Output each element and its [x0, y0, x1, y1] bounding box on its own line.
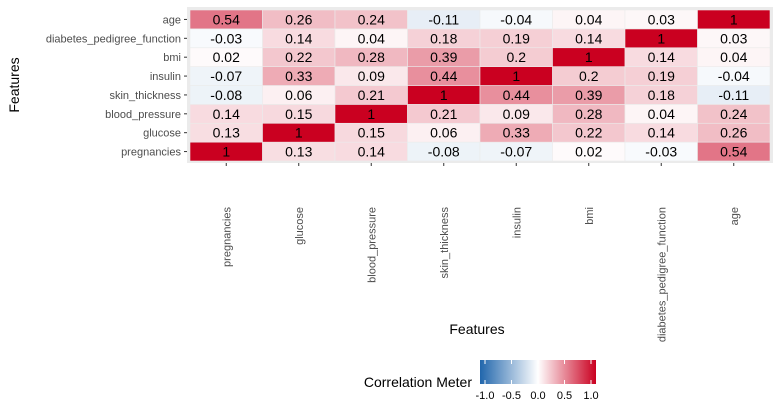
x-tick-label: glucose [294, 207, 306, 245]
legend-ticks: -1.0 -0.5 0.0 0.5 1.0 [476, 360, 599, 402]
y-tick-label: skin_thickness [109, 90, 181, 102]
cell-value-label: -0.04 [718, 68, 750, 84]
cell-value-label: 1 [440, 87, 448, 103]
cell-value-label: 0.15 [358, 125, 385, 141]
cell-value-label: 1 [295, 125, 303, 141]
cell-value-label: 0.22 [575, 125, 602, 141]
cell-value-label: 0.13 [213, 125, 240, 141]
y-axis-title: Features [6, 57, 22, 112]
cell-value-label: 0.44 [430, 68, 457, 84]
cell-value-label: 0.14 [285, 30, 312, 46]
legend-title: Correlation Meter [364, 374, 472, 390]
cell-value-label: 0.26 [285, 11, 312, 27]
cell-value-label: 0.28 [575, 106, 602, 122]
cell-value-label: 0.14 [648, 125, 675, 141]
x-tick-label: skin_thickness [439, 207, 451, 279]
cell-value-label: 0.06 [285, 87, 312, 103]
cell-value-label: 0.33 [503, 125, 530, 141]
x-tick-label: pregnancies [221, 207, 233, 267]
legend-tick-label: 0.0 [530, 390, 545, 402]
cell-value-label: 0.19 [648, 68, 675, 84]
cell-value-label: 0.21 [430, 106, 457, 122]
cell-value-label: 0.02 [213, 49, 240, 65]
x-axis-title: Features [449, 321, 504, 337]
cell-value-label: 0.04 [720, 49, 747, 65]
legend-tick-label: -1.0 [476, 390, 495, 402]
cell-value-label: 0.19 [503, 30, 530, 46]
cell-value-label: 1 [512, 68, 520, 84]
y-axis: pregnancies glucose blood_pressure skin_thi… [46, 14, 187, 159]
x-tick-label: blood_pressure [366, 207, 378, 283]
cell-value-label: 0.04 [358, 30, 385, 46]
legend-tick-label: 0.5 [557, 390, 572, 402]
cell-value-label: 0.18 [648, 87, 675, 103]
cell-value-label: 0.44 [503, 87, 530, 103]
cell-value-label: -0.11 [428, 11, 459, 27]
heatmap-cells [189, 9, 771, 162]
cell-value-label: 0.09 [503, 106, 530, 122]
cell-value-label: 0.39 [430, 49, 457, 65]
heatmap-cell [697, 9, 771, 30]
cell-value-label: 0.22 [285, 49, 312, 65]
cell-value-label: 0.06 [430, 125, 457, 141]
cell-value-label: -0.08 [428, 144, 460, 160]
cell-value-label: 0.04 [575, 11, 602, 27]
y-tick-label: glucose [143, 128, 181, 140]
cell-value-label: -0.04 [500, 11, 532, 27]
y-tick-label: bmi [163, 52, 181, 64]
cell-value-label: 0.02 [575, 144, 602, 160]
cell-value-label: -0.11 [718, 87, 749, 103]
cell-value-label: 0.2 [579, 68, 599, 84]
cell-value-label: -0.08 [210, 87, 242, 103]
cell-value-label: 1 [730, 11, 738, 27]
cell-value-label: 0.18 [430, 30, 457, 46]
y-tick-label: insulin [150, 71, 181, 83]
legend-tick-label: -0.5 [502, 390, 521, 402]
cell-value-label: 0.33 [285, 68, 312, 84]
y-tick-label: diabetes_pedigree_function [46, 33, 181, 45]
cell-value-label: 0.13 [285, 144, 312, 160]
x-tick-label: bmi [584, 207, 596, 225]
heatmap-cell-labels: 1 0.13 0.14 -0.08 -0.07 0.02 -0.03 0.54 0.13 1 0.1… [210, 11, 750, 159]
cell-value-label: 1 [585, 49, 593, 65]
cell-value-label: 1 [222, 144, 230, 160]
cell-value-label: 0.14 [575, 30, 602, 46]
cell-value-label: 0.54 [213, 11, 240, 27]
cell-value-label: 1 [367, 106, 375, 122]
cell-value-label: 0.03 [648, 11, 675, 27]
cell-value-label: 0.14 [358, 144, 385, 160]
cell-value-label: -0.03 [210, 30, 242, 46]
cell-value-label: 0.39 [575, 87, 602, 103]
cell-value-label: 0.09 [358, 68, 385, 84]
y-tick-label: pregnancies [121, 147, 181, 159]
cell-value-label: 0.28 [358, 49, 385, 65]
x-axis: pregnancies glucose blood_pressure skin_thi… [221, 163, 741, 342]
cell-value-label: -0.03 [645, 144, 677, 160]
cell-value-label: 0.24 [720, 106, 747, 122]
cell-value-label: 0.2 [507, 49, 527, 65]
cell-value-label: 0.15 [285, 106, 312, 122]
y-tick-label: age [163, 14, 181, 26]
x-tick-label: diabetes_pedigree_function [656, 207, 668, 342]
cell-value-label: 0.14 [213, 106, 240, 122]
cell-value-label: -0.07 [210, 68, 242, 84]
cell-value-label: 0.03 [720, 30, 747, 46]
cell-value-label: 0.26 [720, 125, 747, 141]
cell-value-label: 0.24 [358, 11, 385, 27]
cell-value-label: -0.07 [500, 144, 532, 160]
color-legend: Correlation Meter -1.0 -0.5 0.0 0.5 1.0 [364, 360, 599, 402]
x-tick-label: insulin [511, 207, 523, 238]
cell-value-label: 1 [657, 30, 665, 46]
cell-value-label: 0.54 [720, 144, 747, 160]
cell-value-label: 0.21 [358, 87, 385, 103]
cell-value-label: 0.14 [648, 49, 675, 65]
cell-value-label: 0.04 [648, 106, 675, 122]
x-tick-label: age [729, 207, 741, 225]
y-tick-label: blood_pressure [105, 109, 181, 121]
legend-tick-label: 1.0 [583, 390, 598, 402]
